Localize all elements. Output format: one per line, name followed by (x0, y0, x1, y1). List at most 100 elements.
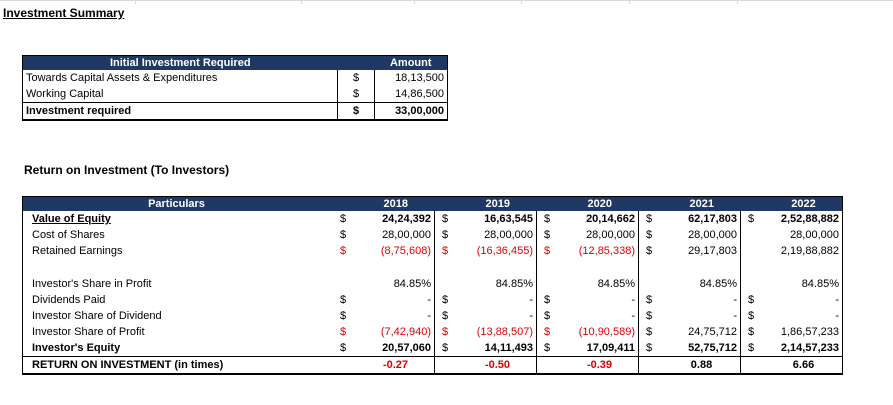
cell-currency[interactable]: $ (442, 326, 449, 338)
cell-currency[interactable]: $ (544, 245, 551, 257)
cell-amount[interactable]: 14,86,500 (374, 86, 448, 103)
cell-currency[interactable]: $ (544, 326, 551, 338)
cell-currency[interactable]: $ (340, 245, 347, 257)
cell-value[interactable]: 2,19,88,882 (765, 243, 843, 259)
cell-currency[interactable]: $ (442, 294, 449, 306)
cell-currency[interactable] (741, 243, 766, 259)
header-year[interactable]: 2021 (663, 196, 741, 211)
cell-value[interactable]: -0.50 (459, 356, 537, 375)
cell-value[interactable]: - (765, 308, 843, 324)
cell-value[interactable]: -0.27 (357, 356, 435, 375)
cell-currency[interactable] (639, 276, 664, 292)
cell-currency[interactable]: $ (748, 326, 755, 338)
cell-currency[interactable] (333, 356, 357, 375)
cell-value[interactable]: (12,85,338) (561, 243, 639, 259)
cell-amount[interactable]: 33,00,000 (374, 102, 448, 121)
cell-currency[interactable]: $ (544, 342, 551, 354)
cell-label[interactable]: Retained Earnings (32, 245, 123, 257)
cell-currency[interactable]: $ (442, 245, 449, 257)
cell-currency[interactable]: $ (340, 294, 347, 306)
cell-currency[interactable]: $ (646, 229, 653, 241)
header-year[interactable]: 2018 (357, 196, 435, 211)
cell-value[interactable]: 2,14,57,233 (765, 340, 843, 357)
cell-value[interactable]: 29,17,803 (663, 243, 741, 259)
cell-currency[interactable]: $ (544, 229, 551, 241)
cell-value[interactable]: - (663, 308, 741, 324)
cell-value[interactable]: (8,75,608) (357, 243, 435, 259)
cell-label[interactable]: Working Capital (22, 86, 338, 103)
cell-value[interactable]: 84.85% (765, 276, 843, 292)
cell-label[interactable]: Towards Capital Assets & Expenditures (22, 70, 338, 86)
cell-currency[interactable] (537, 276, 562, 292)
cell-label[interactable]: Value of Equity (32, 213, 111, 225)
cell-currency[interactable]: $ (646, 342, 653, 354)
cell-currency[interactable]: $ (544, 310, 551, 322)
header-year[interactable]: 2022 (765, 196, 843, 211)
cell-currency[interactable]: $ (646, 213, 653, 225)
cell-label[interactable]: Dividends Paid (32, 294, 106, 306)
cell-label[interactable]: Investor Share of Profit (32, 326, 145, 338)
cell-value[interactable]: 28,00,000 (765, 227, 843, 243)
cell-value[interactable]: - (357, 308, 435, 324)
cell-currency[interactable]: $ (646, 245, 653, 257)
cell-value[interactable]: 28,00,000 (357, 227, 435, 243)
cell-currency[interactable]: $ (442, 342, 449, 354)
cell-value[interactable]: 84.85% (663, 276, 741, 292)
cell-label[interactable]: Investor's Equity (32, 342, 121, 354)
cell-value[interactable]: - (459, 292, 537, 308)
cell-value[interactable]: 24,24,392 (357, 211, 435, 227)
cell-currency[interactable]: $ (340, 213, 347, 225)
cell-value[interactable]: 28,00,000 (561, 227, 639, 243)
cell-value[interactable]: - (765, 292, 843, 308)
cell-value[interactable]: 0.88 (663, 356, 741, 375)
header-year[interactable]: 2020 (561, 196, 639, 211)
cell-value[interactable]: - (561, 308, 639, 324)
cell-label[interactable]: Investment required (22, 102, 338, 121)
cell-value[interactable]: - (357, 292, 435, 308)
cell-currency[interactable]: $ (340, 229, 347, 241)
cell-currency[interactable]: $ (352, 88, 360, 100)
cell-currency[interactable]: $ (340, 342, 347, 354)
cell-currency[interactable]: $ (646, 310, 653, 322)
header-particulars[interactable]: Particulars (22, 196, 333, 211)
header-amount[interactable]: Amount (374, 55, 448, 70)
cell-value[interactable]: - (561, 292, 639, 308)
cell-currency[interactable]: $ (748, 213, 755, 225)
cell-value[interactable]: 20,14,662 (561, 211, 639, 227)
cell-value[interactable]: 6.66 (765, 356, 843, 375)
cell-currency[interactable] (741, 227, 766, 243)
cell-value[interactable]: (16,36,455) (459, 243, 537, 259)
cell-currency[interactable]: $ (352, 72, 360, 84)
cell-currency[interactable]: $ (442, 213, 449, 225)
cell-value[interactable]: (7,42,940) (357, 324, 435, 340)
cell-value[interactable]: 28,00,000 (663, 227, 741, 243)
cell-currency[interactable]: $ (337, 102, 375, 121)
cell-value[interactable]: 84.85% (459, 276, 537, 292)
cell-currency[interactable]: $ (646, 326, 653, 338)
cell-currency[interactable] (536, 356, 561, 375)
cell-value[interactable]: 62,17,803 (663, 211, 741, 227)
cell-currency[interactable] (333, 276, 357, 292)
cell-value[interactable]: 1,86,57,233 (765, 324, 843, 340)
cell-value[interactable]: 14,11,493 (459, 340, 537, 357)
cell-currency[interactable]: $ (748, 294, 755, 306)
header-initial-investment[interactable]: Initial Investment Required (22, 55, 338, 70)
cell-value[interactable]: - (459, 308, 537, 324)
cell-currency[interactable] (740, 356, 765, 375)
cell-label[interactable]: Cost of Shares (32, 229, 105, 241)
cell-value[interactable]: 52,75,712 (663, 340, 741, 357)
cell-value[interactable]: 17,09,411 (561, 340, 639, 357)
cell-currency[interactable] (741, 276, 766, 292)
cell-value[interactable]: 16,63,545 (459, 211, 537, 227)
cell-currency[interactable]: $ (544, 213, 551, 225)
cell-value[interactable]: (10,90,589) (561, 324, 639, 340)
cell-value[interactable]: -0.39 (561, 356, 639, 375)
cell-value[interactable]: 20,57,060 (357, 340, 435, 357)
header-year[interactable]: 2019 (459, 196, 537, 211)
cell-value[interactable]: 24,75,712 (663, 324, 741, 340)
cell-value[interactable]: 84.85% (561, 276, 639, 292)
cell-currency[interactable] (435, 276, 460, 292)
cell-value[interactable]: 28,00,000 (459, 227, 537, 243)
cell-currency[interactable]: $ (544, 294, 551, 306)
cell-value[interactable]: - (663, 292, 741, 308)
